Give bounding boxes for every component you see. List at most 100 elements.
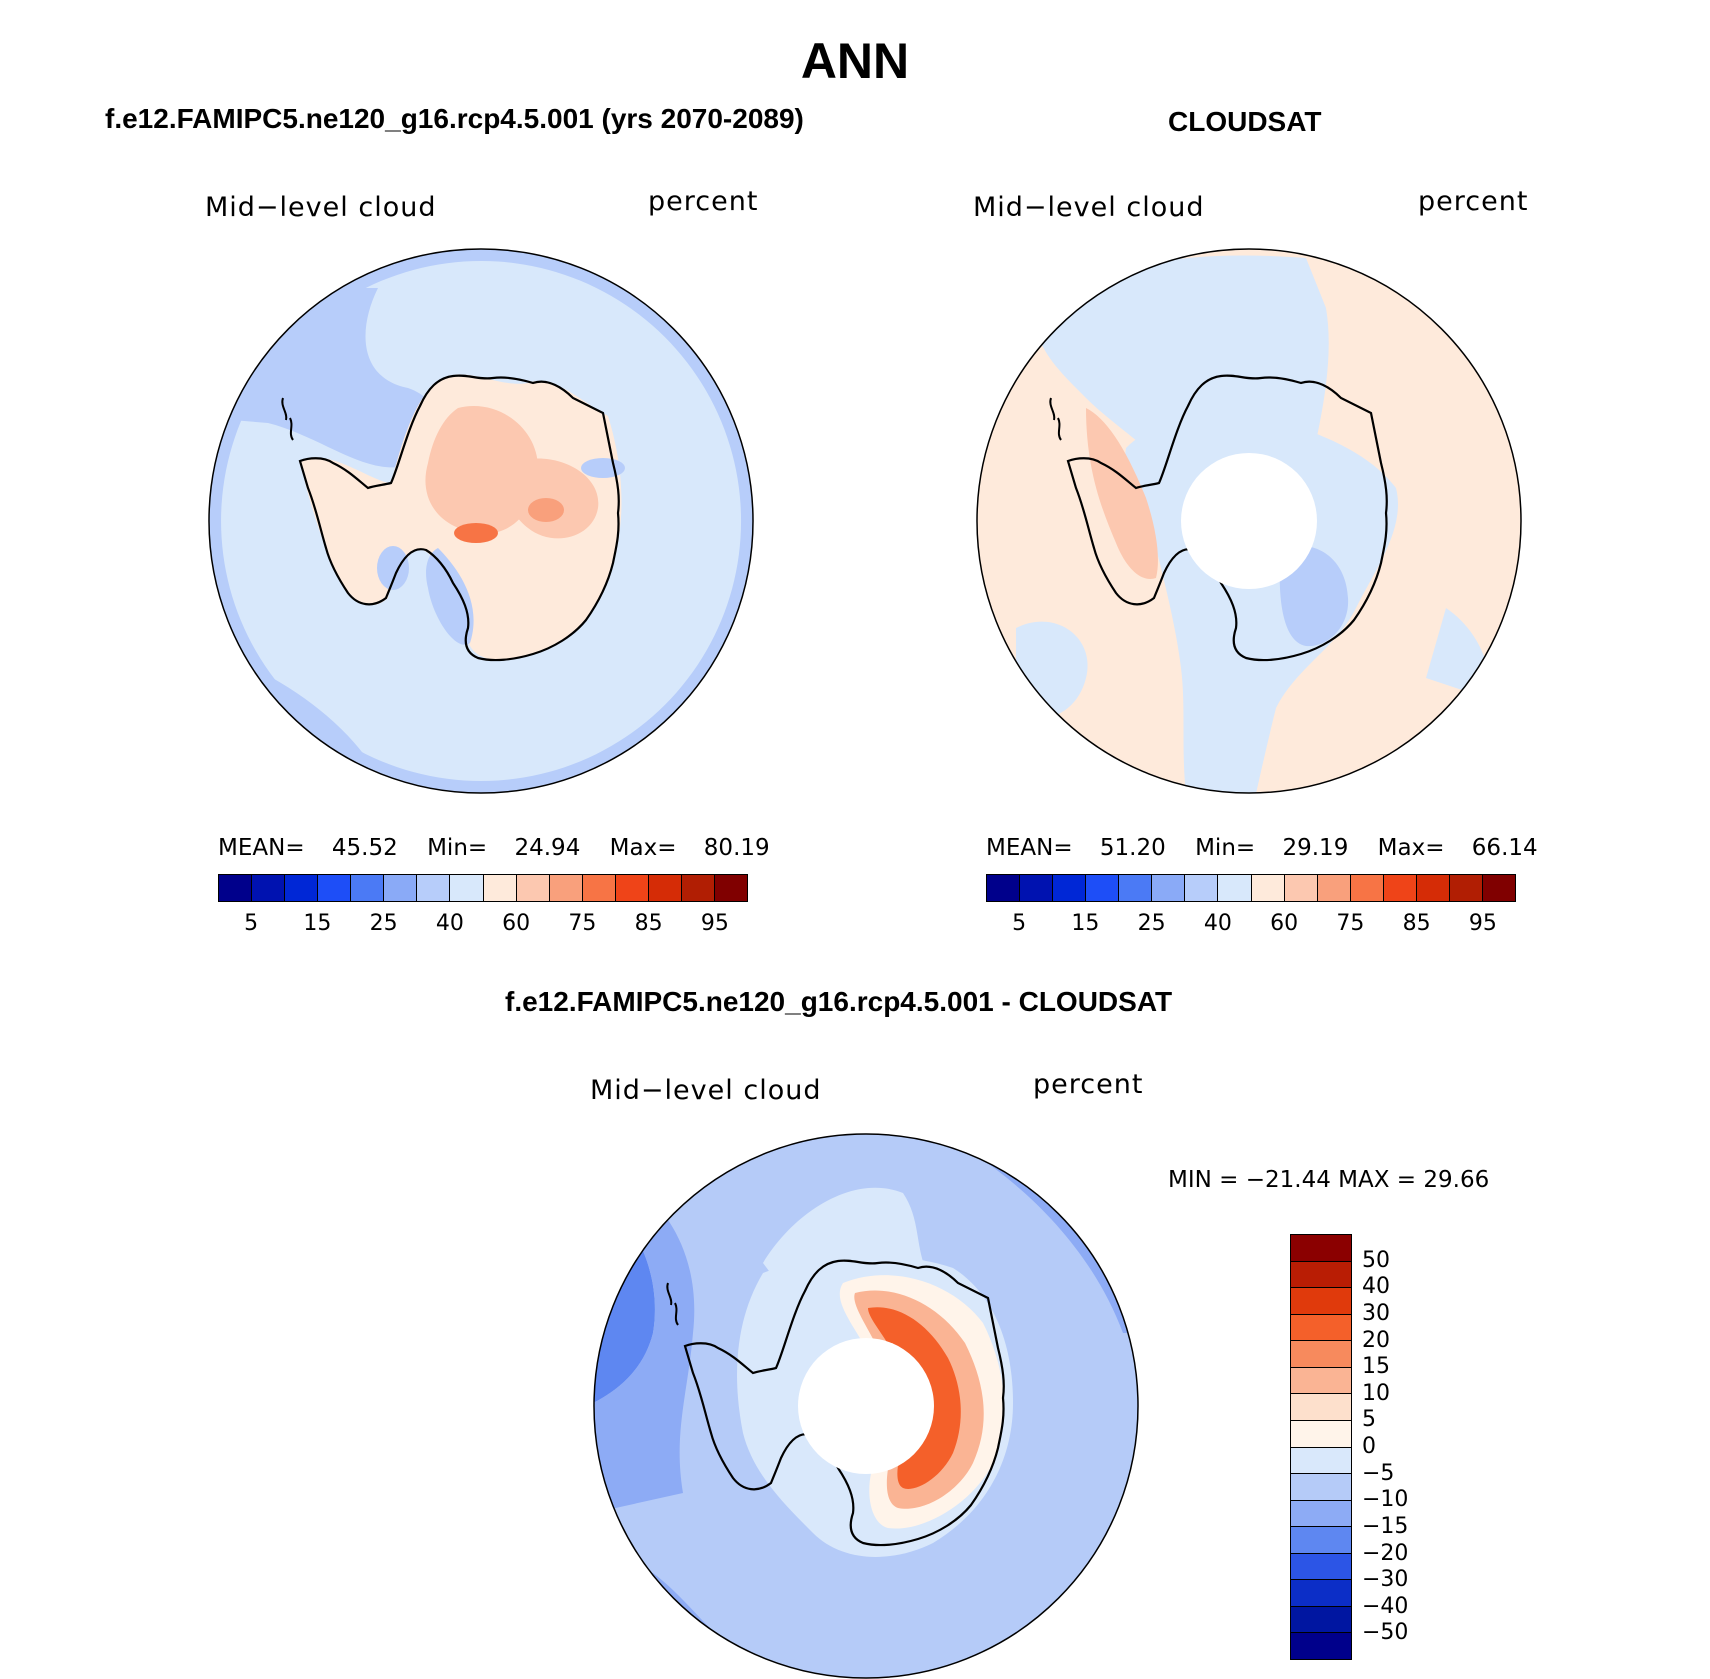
colorbar-tick-label: 40 bbox=[435, 911, 464, 936]
panel1-max-value: 80.19 bbox=[703, 835, 770, 861]
colorbar-tick-label: −15 bbox=[1362, 1513, 1409, 1539]
colorbar-swatch bbox=[1152, 875, 1186, 901]
colorbar-tick-label: 95 bbox=[700, 911, 729, 936]
panel1-min-value: 24.94 bbox=[514, 835, 581, 861]
colorbar-swatch bbox=[1291, 1527, 1351, 1554]
colorbar-tick-label: −20 bbox=[1362, 1540, 1409, 1566]
panel1-mean-label: MEAN= bbox=[218, 835, 305, 861]
colorbar-tick-label: 15 bbox=[1071, 911, 1100, 936]
panel2-max-value: 66.14 bbox=[1471, 835, 1538, 861]
panel2-polar-hole bbox=[1181, 453, 1317, 589]
panel1-stats: MEAN= 45.52 Min= 24.94 Max= 80.19 bbox=[218, 835, 770, 861]
colorbar-swatch bbox=[1291, 1420, 1351, 1448]
colorbar-swatch bbox=[1449, 875, 1483, 901]
colorbar-tick-label: 40 bbox=[1362, 1274, 1390, 1300]
diff-units-label: percent bbox=[1033, 1069, 1144, 1100]
panel2-peninsula-coast bbox=[1049, 397, 1062, 441]
colorbar-tick-label: 10 bbox=[1362, 1380, 1390, 1406]
colorbar-tick-label: −40 bbox=[1362, 1593, 1409, 1619]
colorbar-swatch bbox=[318, 875, 352, 901]
panel2-min-label: Min= bbox=[1195, 835, 1256, 861]
colorbar-tick-label: 5 bbox=[1012, 911, 1027, 936]
colorbar-swatch bbox=[1020, 875, 1054, 901]
colorbar-tick-label: 0 bbox=[1362, 1434, 1376, 1459]
main-title: ANN bbox=[800, 33, 910, 89]
colorbar-swatch bbox=[1350, 875, 1384, 901]
diff-title: f.e12.FAMIPC5.ne120_g16.rcp4.5.001 - CLO… bbox=[505, 986, 1173, 1017]
panel2-title: CLOUDSAT bbox=[1168, 106, 1322, 137]
colorbar-swatch bbox=[1291, 1394, 1351, 1421]
panel2-peninsula-high bbox=[1086, 408, 1158, 579]
colorbar-swatch bbox=[648, 875, 682, 901]
colorbar-tick-label: 5 bbox=[244, 911, 259, 936]
colorbar-swatch bbox=[1383, 875, 1417, 901]
colorbar-swatch bbox=[1291, 1500, 1351, 1528]
colorbar-swatch bbox=[516, 875, 550, 901]
colorbar-swatch bbox=[219, 875, 253, 901]
colorbar-swatch bbox=[1291, 1288, 1351, 1315]
panel1-max-1 bbox=[454, 523, 498, 543]
colorbar-swatch bbox=[1291, 1580, 1351, 1607]
colorbar-swatch bbox=[1291, 1261, 1351, 1289]
diff-peninsula-coast bbox=[666, 1282, 679, 1326]
colorbar-swatch bbox=[1291, 1474, 1351, 1501]
colorbar-swatch bbox=[1291, 1606, 1351, 1634]
colorbar-swatch bbox=[1284, 875, 1318, 901]
colorbar-swatch bbox=[1317, 875, 1351, 901]
panel2-min-value: 29.19 bbox=[1282, 835, 1349, 861]
colorbar-tick-label: 30 bbox=[1362, 1300, 1390, 1326]
panel1-units-label: percent bbox=[648, 186, 759, 217]
colorbar-swatch bbox=[615, 875, 649, 901]
colorbar-tick-label: −50 bbox=[1362, 1620, 1409, 1646]
panel1-weddell-low bbox=[426, 548, 474, 645]
colorbar-swatch bbox=[1251, 875, 1285, 901]
panel1-title: f.e12.FAMIPC5.ne120_g16.rcp4.5.001 (yrs … bbox=[105, 103, 804, 134]
colorbar-tick-label: 50 bbox=[1362, 1247, 1390, 1273]
diff-polar-hole bbox=[798, 1338, 934, 1474]
colorbar-swatch bbox=[1482, 875, 1515, 901]
panel2-mean-label: MEAN= bbox=[986, 835, 1073, 861]
colorbar-tick-label: 5 bbox=[1362, 1407, 1376, 1433]
colorbar-swatch bbox=[351, 875, 385, 901]
colorbar-tick-label: −5 bbox=[1362, 1460, 1395, 1486]
diff-colorbar bbox=[1290, 1234, 1352, 1660]
panel1-coastline bbox=[298, 374, 620, 662]
panel1-peninsula-coast bbox=[281, 397, 294, 441]
diff-west-band bbox=[594, 1163, 695, 1513]
panel1-plateau-2 bbox=[505, 458, 599, 539]
panel1-east-low bbox=[581, 458, 625, 478]
colorbar-tick-label: 60 bbox=[1270, 911, 1299, 936]
colorbar-swatch bbox=[1185, 875, 1219, 901]
panel1-polar-map bbox=[208, 248, 754, 794]
colorbar-tick-label: 75 bbox=[568, 911, 597, 936]
colorbar-swatch bbox=[1053, 875, 1087, 901]
diff-variable-label: Mid−level cloud bbox=[590, 1075, 822, 1106]
colorbar-tick-label: 85 bbox=[1402, 911, 1431, 936]
diff-minmax: MIN = −21.44 MAX = 29.66 bbox=[1168, 1167, 1490, 1193]
diff-polar-map bbox=[593, 1133, 1139, 1679]
panel2-max-label: Max= bbox=[1377, 835, 1445, 861]
colorbar-swatch bbox=[1291, 1553, 1351, 1581]
panel2-stats: MEAN= 51.20 Min= 29.19 Max= 66.14 bbox=[986, 835, 1538, 861]
colorbar-swatch bbox=[1086, 875, 1120, 901]
colorbar-tick-label: −30 bbox=[1362, 1567, 1409, 1593]
colorbar-tick-label: 60 bbox=[502, 911, 531, 936]
diff-coastline bbox=[683, 1259, 1005, 1547]
colorbar-tick-label: 95 bbox=[1468, 911, 1497, 936]
panel1-colorbar bbox=[218, 874, 748, 902]
panel2-units-label: percent bbox=[1418, 186, 1529, 217]
panel2-mean-value: 51.20 bbox=[1099, 835, 1166, 861]
colorbar-swatch bbox=[714, 875, 747, 901]
panel2-east-low bbox=[1279, 545, 1349, 647]
colorbar-swatch bbox=[987, 875, 1021, 901]
colorbar-swatch bbox=[1291, 1633, 1351, 1659]
colorbar-swatch bbox=[252, 875, 286, 901]
colorbar-swatch bbox=[1291, 1314, 1351, 1342]
colorbar-tick-label: 40 bbox=[1203, 911, 1232, 936]
colorbar-tick-label: 15 bbox=[1362, 1354, 1390, 1380]
panel2-colorbar bbox=[986, 874, 1516, 902]
colorbar-tick-label: 75 bbox=[1336, 911, 1365, 936]
panel1-min-label: Min= bbox=[427, 835, 488, 861]
colorbar-swatch bbox=[681, 875, 715, 901]
panel2-coastline bbox=[1066, 374, 1388, 662]
